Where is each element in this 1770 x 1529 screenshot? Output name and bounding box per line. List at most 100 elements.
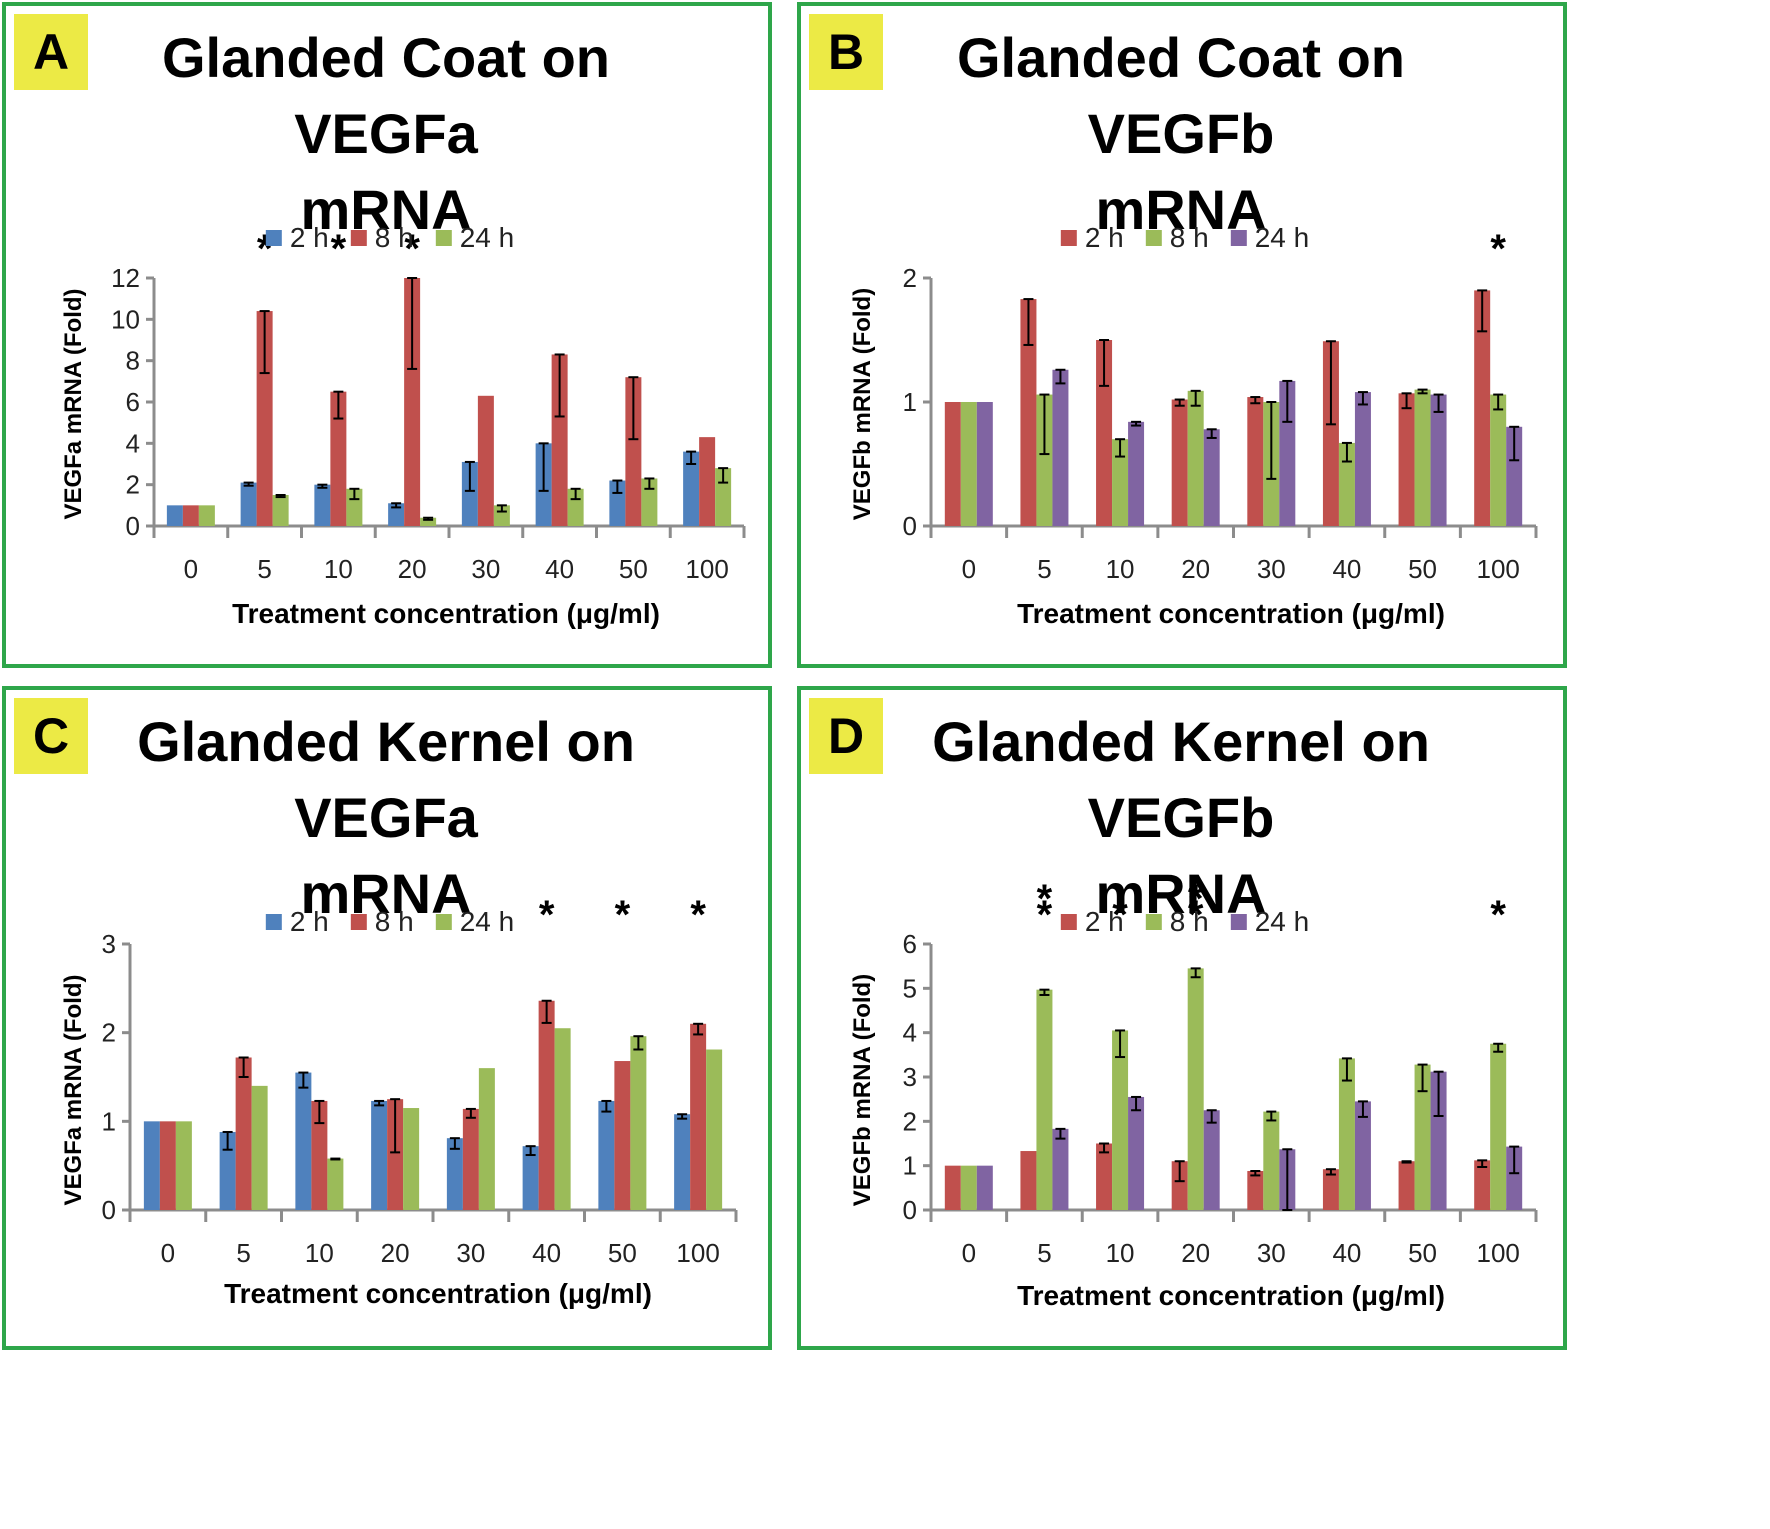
bar [551, 354, 568, 526]
bar [554, 1028, 571, 1210]
chart-a-legend: 2 h 8 h 24 h [265, 218, 514, 258]
error-bar [718, 467, 729, 484]
legend-label: 24 h [1254, 906, 1310, 937]
bar [1052, 369, 1069, 526]
bar [625, 377, 642, 526]
y-tick-label: 1 [102, 1106, 116, 1136]
y-tick-label: 0 [126, 511, 140, 541]
error-bar [601, 1099, 612, 1113]
legend-swatch [1060, 914, 1077, 930]
x-tick-label: 30 [471, 554, 500, 584]
bar [446, 1138, 463, 1210]
bar [1247, 1170, 1264, 1210]
error-bar [243, 481, 254, 487]
legend-item: 24 h [435, 902, 514, 942]
x-tick-label: 100 [676, 1238, 719, 1268]
bar [567, 488, 584, 526]
bar [477, 395, 494, 526]
chart-b-title: Glanded Coat on VEGFb mRNA [861, 20, 1501, 248]
bar [1506, 1146, 1523, 1210]
legend-label: 8 h [1169, 222, 1209, 253]
bar [1128, 1096, 1145, 1210]
legend-swatch [350, 230, 367, 246]
y-tick-label: 0 [903, 1195, 917, 1225]
legend-swatch [435, 914, 452, 930]
error-bar [222, 1130, 233, 1151]
significance-marker: * [1037, 877, 1053, 921]
legend-label: 24 h [1254, 222, 1310, 253]
bar [699, 437, 716, 526]
bar [240, 482, 257, 526]
error-bar [693, 1022, 704, 1036]
chart-d-ylabel: VEGFb mRNA (Fold) [849, 973, 876, 1207]
panel-b-badge: B [809, 14, 883, 90]
bar [493, 505, 510, 526]
error-bar [677, 1113, 688, 1120]
bar [1112, 1030, 1129, 1210]
bar [251, 1085, 268, 1210]
chart-b-ylabel: VEGFb mRNA (Fold) [849, 287, 876, 521]
error-bar [1039, 393, 1050, 456]
error-bar [1115, 438, 1126, 458]
chart-d-title: Glanded Kernel on VEGFb mRNA [861, 704, 1501, 932]
bar [182, 505, 199, 526]
bar [1474, 1160, 1491, 1210]
bar [371, 1100, 388, 1210]
bar [1279, 380, 1296, 526]
error-bar [314, 1099, 325, 1125]
x-tick-label: 0 [161, 1238, 175, 1268]
error-bar [628, 376, 639, 441]
x-tick-label: 40 [1332, 1238, 1361, 1268]
legend-label: 2 h [1084, 906, 1124, 937]
error-bar [1190, 389, 1201, 407]
significance-marker: * [1112, 893, 1128, 937]
bar [143, 1121, 160, 1210]
bar [1506, 426, 1523, 526]
bar [960, 402, 977, 526]
x-tick-label: 30 [456, 1238, 485, 1268]
bar [1263, 1111, 1280, 1210]
bar [1171, 1161, 1188, 1210]
x-tick-label: 5 [257, 554, 271, 584]
legend-label: 2 h [1084, 222, 1124, 253]
y-tick-label: 3 [102, 929, 116, 959]
y-tick-label: 12 [111, 263, 140, 293]
legend-item: 2 h [265, 902, 329, 942]
legend-swatch [435, 230, 452, 246]
y-tick-label: 6 [903, 929, 917, 959]
legend-item: 8 h [1145, 902, 1209, 942]
bar [1187, 390, 1204, 526]
chart-c-title: Glanded Kernel on VEGFa mRNA [66, 704, 706, 932]
bar [256, 311, 273, 526]
bar [1490, 1043, 1507, 1210]
x-tick-label: 5 [236, 1238, 250, 1268]
error-bar [449, 1137, 460, 1150]
error-bar [541, 999, 552, 1024]
bar [609, 480, 626, 526]
bar [404, 278, 421, 526]
error-bar [612, 479, 623, 494]
error-bar [1250, 396, 1261, 405]
bar [1490, 394, 1507, 526]
legend-item: 8 h [350, 902, 414, 942]
bar [1128, 421, 1145, 526]
bar [1322, 1169, 1339, 1210]
legend-item: 24 h [435, 218, 514, 258]
error-bar [1417, 1063, 1428, 1093]
bar [314, 484, 331, 526]
bar [311, 1100, 328, 1210]
bar [944, 402, 961, 526]
bar [1203, 1110, 1220, 1210]
error-bar [1206, 1109, 1217, 1124]
bar [272, 495, 289, 526]
bar [614, 1061, 631, 1210]
legend-item: 2 h [1060, 218, 1124, 258]
panel-d: 0 1 2 3 4 5 6 0 5 10 20 30 40 50 100 * * * * * * D Glanded K… [797, 686, 1567, 1350]
x-tick-label: 40 [532, 1238, 561, 1268]
bar [1203, 429, 1220, 526]
error-bar [1174, 398, 1185, 407]
error-bar [349, 487, 360, 501]
bar [1398, 393, 1415, 526]
error-bar [1282, 379, 1293, 423]
